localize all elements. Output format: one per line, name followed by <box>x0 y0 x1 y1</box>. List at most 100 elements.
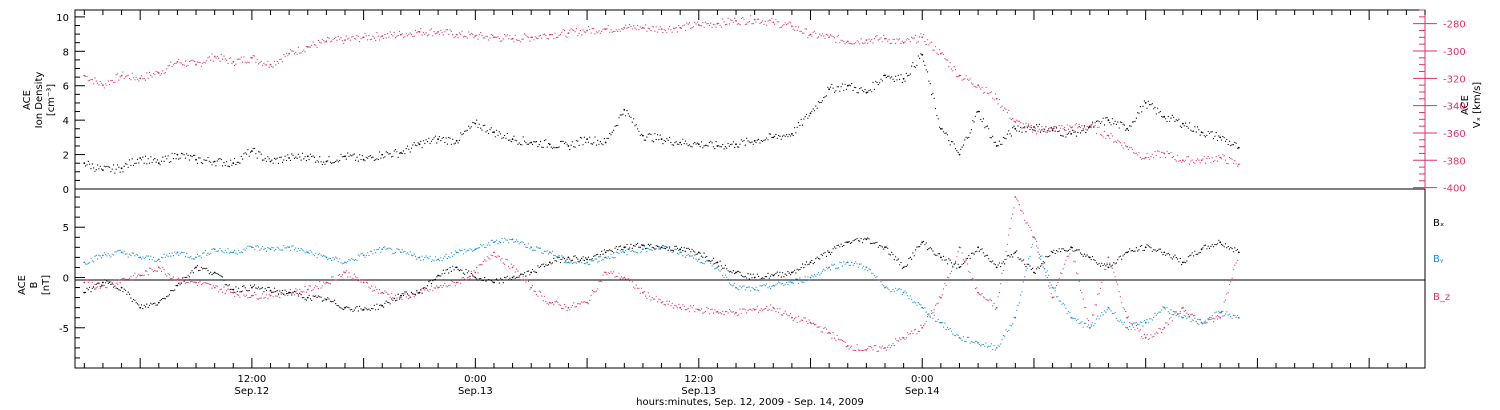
trace-dot-density <box>973 121 975 123</box>
trace-dot-by <box>1083 322 1086 324</box>
trace-dot-by <box>420 259 422 261</box>
trace-dot-bx <box>964 260 966 262</box>
trace-dot-density <box>453 143 455 145</box>
trace-dot-density <box>506 132 508 135</box>
trace-dot-bx <box>531 268 534 271</box>
trace-dot-bx <box>780 276 782 278</box>
trace-dot-bx <box>1081 253 1083 255</box>
trace-dot-bx <box>361 309 363 311</box>
trace-dot-bx <box>525 275 527 277</box>
trace-dot-vx <box>340 37 342 39</box>
trace-dot-bx <box>925 242 927 244</box>
trace-dot-vx <box>618 29 620 31</box>
trace-dot-by <box>99 255 101 257</box>
trace-dot-bz <box>500 259 502 261</box>
data-point-by <box>232 251 235 254</box>
trace-dot-bz <box>360 281 362 283</box>
trace-dot-bz <box>1103 268 1106 270</box>
trace-dot-bx <box>658 246 660 248</box>
trace-dot-bz <box>1037 251 1039 253</box>
trace-dot-bz <box>345 270 347 272</box>
data-point-density <box>1163 115 1166 118</box>
trace-dot-bz <box>843 340 845 342</box>
trace-dot-bx <box>516 276 518 278</box>
trace-dot-bx <box>468 270 470 272</box>
trace-dot-bx <box>1114 263 1116 265</box>
trace-dot-vx <box>929 42 931 44</box>
trace-dot-by <box>462 253 464 255</box>
trace-dot-density <box>351 155 353 157</box>
trace-dot-bx <box>388 301 390 304</box>
data-point-vx <box>884 37 886 40</box>
trace-dot-vx <box>124 76 127 78</box>
trace-dot-vx <box>1069 125 1071 127</box>
trace-dot-bz <box>864 349 866 351</box>
trace-dot-bz <box>609 272 611 275</box>
trace-dot-bx <box>89 286 91 288</box>
trace-dot-by <box>1206 321 1208 323</box>
trace-dot-bx <box>1223 246 1225 248</box>
trace-dot-vx <box>1037 130 1039 132</box>
trace-dot-bx <box>130 297 132 299</box>
trace-dot-by <box>1103 310 1106 312</box>
trace-dot-bx <box>1022 259 1024 261</box>
trace-dot-by <box>482 244 484 246</box>
trace-dot-bz <box>562 307 564 310</box>
trace-dot-by <box>720 268 723 271</box>
trace-dot-vx <box>1143 158 1145 160</box>
trace-dot-vx <box>1082 128 1084 130</box>
trace-dot-by <box>150 255 152 257</box>
trace-dot-by <box>212 248 214 250</box>
trace-dot-by <box>832 264 834 266</box>
trace-dot-bz <box>827 332 829 334</box>
trace-dot-vx <box>678 24 680 27</box>
data-point-bx <box>511 276 514 279</box>
trace-dot-density <box>957 151 959 153</box>
trace-dot-bx <box>243 285 245 287</box>
trace-dot-density <box>309 153 311 155</box>
trace-dot-by <box>1137 323 1139 326</box>
trace-dot-density <box>184 157 186 159</box>
trace-dot-bx <box>575 257 578 259</box>
trace-dot-bx <box>319 296 321 298</box>
trace-dot-vx <box>293 53 296 55</box>
trace-dot-bx <box>1178 261 1180 263</box>
trace-dot-density <box>867 91 869 93</box>
trace-dot-bx <box>231 288 233 290</box>
trace-dot-vx <box>1234 160 1236 162</box>
trace-dot-bx <box>664 248 667 250</box>
trace-dot-by <box>293 249 296 251</box>
trace-dot-density <box>764 139 766 141</box>
trace-dot-by <box>383 246 385 248</box>
trace-dot-density <box>296 157 298 159</box>
trace-dot-vx <box>94 77 96 79</box>
data-point-bz <box>1182 306 1184 309</box>
trace-dot-vx <box>355 38 357 40</box>
trace-dot-density <box>490 127 492 129</box>
trace-dot-bx <box>373 304 375 306</box>
trace-dot-by <box>797 282 800 284</box>
data-point-density <box>791 133 793 135</box>
data-point-density <box>511 138 514 141</box>
trace-dot-by <box>672 251 675 253</box>
data-point-bz <box>846 345 849 347</box>
trace-dot-density <box>293 157 296 159</box>
trace-dot-density <box>391 156 393 158</box>
trace-dot-bx <box>892 253 894 255</box>
trace-dot-bx <box>897 258 899 260</box>
trace-dot-density <box>700 141 703 143</box>
trace-dot-density <box>331 162 333 164</box>
trace-dot-bz <box>578 303 580 305</box>
trace-dot-vx <box>115 74 117 76</box>
trace-dot-bz <box>662 301 664 303</box>
trace-dot-density <box>497 134 499 136</box>
trace-dot-by <box>142 256 144 258</box>
trace-dot-density <box>547 142 550 145</box>
trace-dot-by <box>254 249 256 251</box>
trace-dot-density <box>1060 134 1062 136</box>
trace-dot-by <box>466 249 468 252</box>
trace-dot-vx <box>472 33 474 35</box>
trace-dot-vx <box>603 28 606 30</box>
trace-dot-by <box>240 251 242 253</box>
trace-dot-bx <box>550 263 552 265</box>
